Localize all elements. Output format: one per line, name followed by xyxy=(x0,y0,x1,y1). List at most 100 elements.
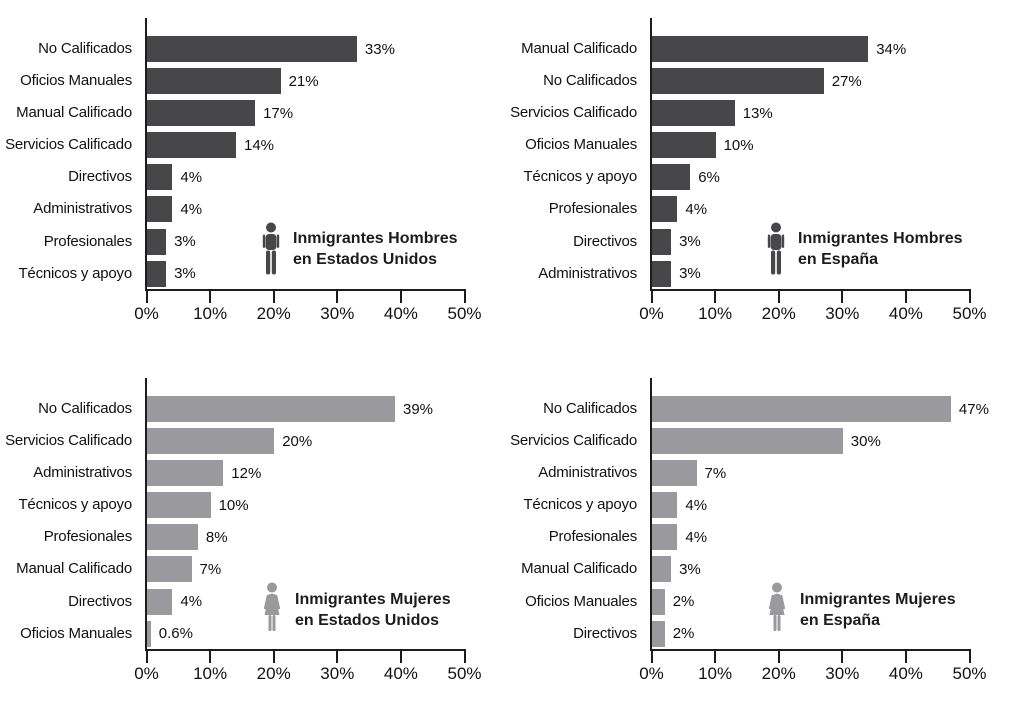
bar-row: Técnicos y apoyo 3% xyxy=(0,260,505,287)
bar-chart-hombres-estados-unidos: No Calificados 33% Oficios Manuales 21% Manu… xyxy=(0,0,505,340)
axis-tick xyxy=(463,291,466,303)
value-label: 33% xyxy=(364,40,395,58)
bar xyxy=(147,620,151,647)
bar xyxy=(147,36,357,62)
axis-tick xyxy=(904,651,907,663)
bar-row: Oficios Manuales 2% xyxy=(505,588,1010,615)
value-label: 47% xyxy=(958,400,989,418)
bar-track: 47% xyxy=(652,396,1010,422)
axis-tick xyxy=(714,291,717,303)
axis-tick-label: 0% xyxy=(639,304,664,323)
bar-row: Manual Calificado 34% xyxy=(505,36,1010,62)
axis-tick xyxy=(714,651,717,663)
bar-track: 4% xyxy=(652,492,1010,519)
chart-inner: No Calificados 39% Servicios Calificado 20%… xyxy=(0,360,505,700)
bar-row: Servicios Calificado 20% xyxy=(0,428,505,455)
bar-row: Directivos 4% xyxy=(0,164,505,191)
chart-legend: Inmigrantes Hombres en Estados Unidos xyxy=(262,222,457,275)
bar xyxy=(147,460,224,487)
axis-tick-label: 0% xyxy=(639,664,664,683)
axis-tick-label: 30% xyxy=(825,304,860,323)
bar xyxy=(652,428,843,455)
value-label: 10% xyxy=(218,496,249,514)
bar-track: 3% xyxy=(652,228,1010,255)
value-label: 7% xyxy=(704,464,727,482)
bar-track: 4% xyxy=(147,588,505,615)
axis-tick xyxy=(904,291,907,303)
value-label: 2% xyxy=(672,625,695,643)
category-label: Técnicos y apoyo xyxy=(523,496,637,514)
value-label: 8% xyxy=(205,528,228,546)
axis-tick-label: 40% xyxy=(383,304,418,323)
axis-tick-label: 50% xyxy=(952,304,987,323)
value-label: 27% xyxy=(831,72,862,90)
axis-tick-label: 10% xyxy=(193,304,228,323)
axis-tick-label: 10% xyxy=(698,664,733,683)
bar-track: 4% xyxy=(652,524,1010,551)
axis-tick xyxy=(399,291,402,303)
value-label: 2% xyxy=(672,593,695,611)
category-label: Técnicos y apoyo xyxy=(18,496,132,514)
female-icon xyxy=(769,582,785,631)
axis-tick-label: 30% xyxy=(320,664,355,683)
axis-tick-label: 20% xyxy=(761,304,796,323)
x-axis-line xyxy=(650,289,971,291)
value-label: 7% xyxy=(199,560,222,578)
category-label: Profesionales xyxy=(43,528,132,546)
bar-row: Directivos 3% xyxy=(505,228,1010,255)
axis-tick-label: 40% xyxy=(888,664,923,683)
value-label: 13% xyxy=(742,104,773,122)
category-label: Servicios Calificado xyxy=(5,432,132,450)
value-label: 4% xyxy=(685,200,708,218)
value-label: 4% xyxy=(685,528,708,546)
bar xyxy=(652,492,678,519)
axis-tick xyxy=(399,651,402,663)
bar-chart-hombres-espana: Manual Calificado 34% No Calificados 27% Ser… xyxy=(505,0,1010,340)
category-label: Directivos xyxy=(68,592,132,610)
axis-tick xyxy=(145,651,148,663)
bar xyxy=(147,556,192,583)
category-label: Servicios Calificado xyxy=(510,104,637,122)
value-label: 17% xyxy=(263,104,294,122)
value-label: 3% xyxy=(679,560,701,578)
bar-track: 7% xyxy=(652,460,1010,487)
bar-track: 4% xyxy=(652,196,1010,223)
bar-rows: No Calificados 39% Servicios Calificado 20%… xyxy=(0,396,505,647)
bar-row: Manual Calificado 17% xyxy=(0,100,505,127)
category-label: Directivos xyxy=(573,624,637,642)
bar-row: No Calificados 27% xyxy=(505,68,1010,95)
bar-row: Administrativos 12% xyxy=(0,460,505,487)
axis-tick xyxy=(968,291,971,303)
bar-track: 21% xyxy=(147,68,505,95)
bar-track: 3% xyxy=(652,556,1010,583)
bar-row: Directivos 2% xyxy=(505,620,1010,647)
bar xyxy=(147,164,173,191)
category-label: Técnicos y apoyo xyxy=(18,264,132,282)
axis-tick-label: 40% xyxy=(888,304,923,323)
bar-row: Profesionales 3% xyxy=(0,228,505,255)
chart-title: Inmigrantes Hombres en España xyxy=(798,228,962,270)
axis-tick xyxy=(650,651,653,663)
bar-track: 2% xyxy=(652,620,1010,647)
bar-row: Profesionales 8% xyxy=(0,524,505,551)
bar-row: Técnicos y apoyo 4% xyxy=(505,492,1010,519)
bar-track: 3% xyxy=(147,260,505,287)
bar xyxy=(147,396,395,422)
value-label: 4% xyxy=(180,168,203,186)
value-label: 4% xyxy=(180,200,203,218)
bar-track: 34% xyxy=(652,36,1010,62)
axis-tick xyxy=(272,651,275,663)
bar-row: No Calificados 33% xyxy=(0,36,505,62)
value-label: 39% xyxy=(403,400,434,418)
axis-tick-label: 20% xyxy=(256,304,291,323)
bar-track: 27% xyxy=(652,68,1010,95)
chart-title-line1: Inmigrantes Hombres xyxy=(293,229,458,247)
value-label: 0.6% xyxy=(158,625,193,643)
category-label: No Calificados xyxy=(38,40,132,57)
bar-row: Técnicos y apoyo 6% xyxy=(505,164,1010,191)
value-label: 4% xyxy=(685,496,708,514)
bar-chart-mujeres-espana: No Calificados 47% Servicios Calificado 30%… xyxy=(505,340,1010,714)
bar-rows: No Calificados 33% Oficios Manuales 21% Manu… xyxy=(0,36,505,287)
chart-title-line2: en España xyxy=(800,611,881,629)
bar xyxy=(652,196,678,223)
